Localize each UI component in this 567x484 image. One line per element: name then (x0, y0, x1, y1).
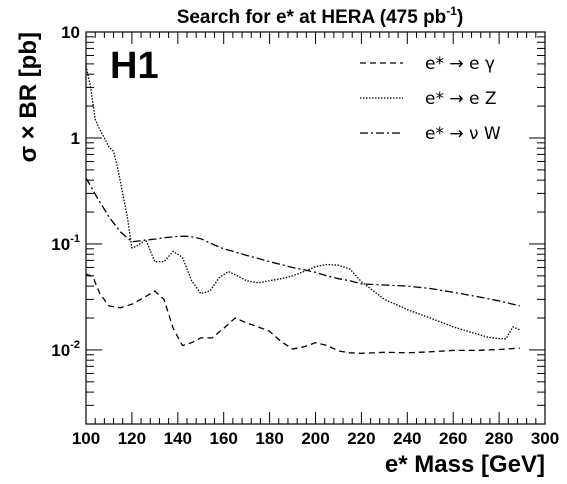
chart-title-close: ) (457, 7, 463, 28)
x-tick-label: 260 (439, 429, 467, 448)
x-tick-label: 160 (210, 429, 238, 448)
x-tick-label: 200 (301, 429, 329, 448)
chart-title-main: Search for e* at HERA (475 pb (177, 7, 447, 28)
y-tick-label: 10-1 (51, 233, 80, 254)
x-axis-label: e* Mass [GeV] (385, 451, 545, 478)
x-tick-label: 100 (72, 429, 100, 448)
x-tick-label: 120 (118, 429, 146, 448)
y-axis-label: σ × BR [pb] (15, 32, 42, 162)
series-line-1 (85, 273, 520, 354)
x-tick-label: 300 (531, 429, 559, 448)
x-tick-label: 280 (485, 429, 513, 448)
y-tick-label: 10 (61, 23, 80, 42)
legend-label-3: e* → ν W (425, 124, 501, 144)
h1-logo: H1 (110, 45, 159, 87)
legend: e* → e γ e* → e Z e* → ν W (360, 54, 501, 144)
chart-title-sup: -1 (446, 4, 457, 18)
legend-label-2: e* → e Z (425, 89, 497, 109)
x-tick-label: 220 (347, 429, 375, 448)
series-line-2 (85, 65, 521, 340)
x-tick-label: 180 (255, 429, 283, 448)
chart-title: Search for e* at HERA (475 pb-1) (177, 4, 464, 28)
x-tick-label: 140 (164, 429, 192, 448)
series-layer (85, 65, 521, 354)
ticks-layer: 100 120 140 160 180 200 220 240 260 280 300 10 1 10-1… (51, 23, 559, 448)
x-tick-label: 240 (393, 429, 421, 448)
series-line-3 (85, 177, 520, 307)
y-tick-label: 1 (71, 129, 80, 148)
y-tick-label: 10-2 (51, 339, 80, 360)
legend-label-1: e* → e γ (425, 54, 495, 74)
